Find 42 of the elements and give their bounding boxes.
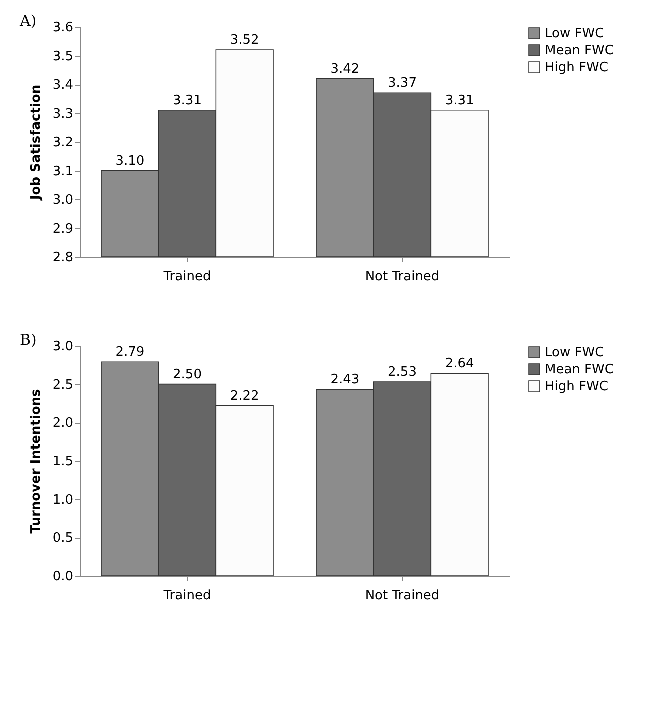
legend-label: Low FWC — [545, 26, 604, 42]
y-tick-label: 1.5 — [52, 454, 74, 470]
legend-label: Low FWC — [545, 346, 604, 360]
y-tick-label: 3.6 — [52, 20, 74, 36]
y-tick-label: 3.2 — [52, 136, 74, 150]
x-tick-label: Trained — [162, 270, 212, 284]
data-label: 2.50 — [173, 367, 202, 382]
y-tick-label: 3.0 — [52, 340, 74, 354]
y-tick-label: 2.5 — [52, 378, 74, 393]
x-tick-label: Not Trained — [365, 270, 440, 284]
y-tick-label: 3.5 — [52, 49, 74, 64]
data-label: 2.22 — [230, 388, 260, 404]
data-label: 3.31 — [173, 93, 202, 108]
data-label: 3.10 — [116, 154, 145, 169]
legend-label: High FWC — [545, 60, 608, 76]
data-label: 2.64 — [445, 356, 474, 372]
legend-label: High FWC — [545, 380, 608, 394]
y-tick-label: 3.0 — [52, 193, 74, 208]
legend-label: Mean FWC — [545, 44, 614, 58]
x-tick-label: Not Trained — [365, 588, 440, 604]
y-tick-label: 3.1 — [52, 164, 74, 180]
y-tick-label: 2.8 — [52, 250, 74, 266]
data-label: 3.42 — [330, 62, 360, 77]
data-label: 3.52 — [230, 33, 260, 48]
y-tick-label: 3.4 — [52, 78, 74, 93]
chart-title: A) — [19, 12, 37, 30]
data-label: 3.37 — [388, 76, 417, 92]
y-tick-label: 2.9 — [52, 222, 74, 237]
y-tick-label: 0.0 — [52, 570, 74, 584]
data-label: 2.53 — [388, 365, 417, 380]
y-tick-label: 1.0 — [52, 492, 74, 508]
data-label: 2.43 — [330, 372, 360, 388]
data-label: 2.79 — [116, 345, 145, 360]
y-tick-label: 2.0 — [52, 416, 74, 432]
x-tick-label: Trained — [162, 588, 212, 604]
chart-title: B) — [20, 331, 37, 349]
y-tick-label: 3.3 — [52, 106, 74, 122]
legend-label: Mean FWC — [545, 362, 614, 378]
y-axis-title: Turnover Intentions — [28, 388, 44, 534]
y-axis-title: Job Satisfaction — [28, 84, 44, 202]
y-tick-label: 0.5 — [52, 531, 74, 546]
data-label: 3.31 — [445, 93, 474, 108]
